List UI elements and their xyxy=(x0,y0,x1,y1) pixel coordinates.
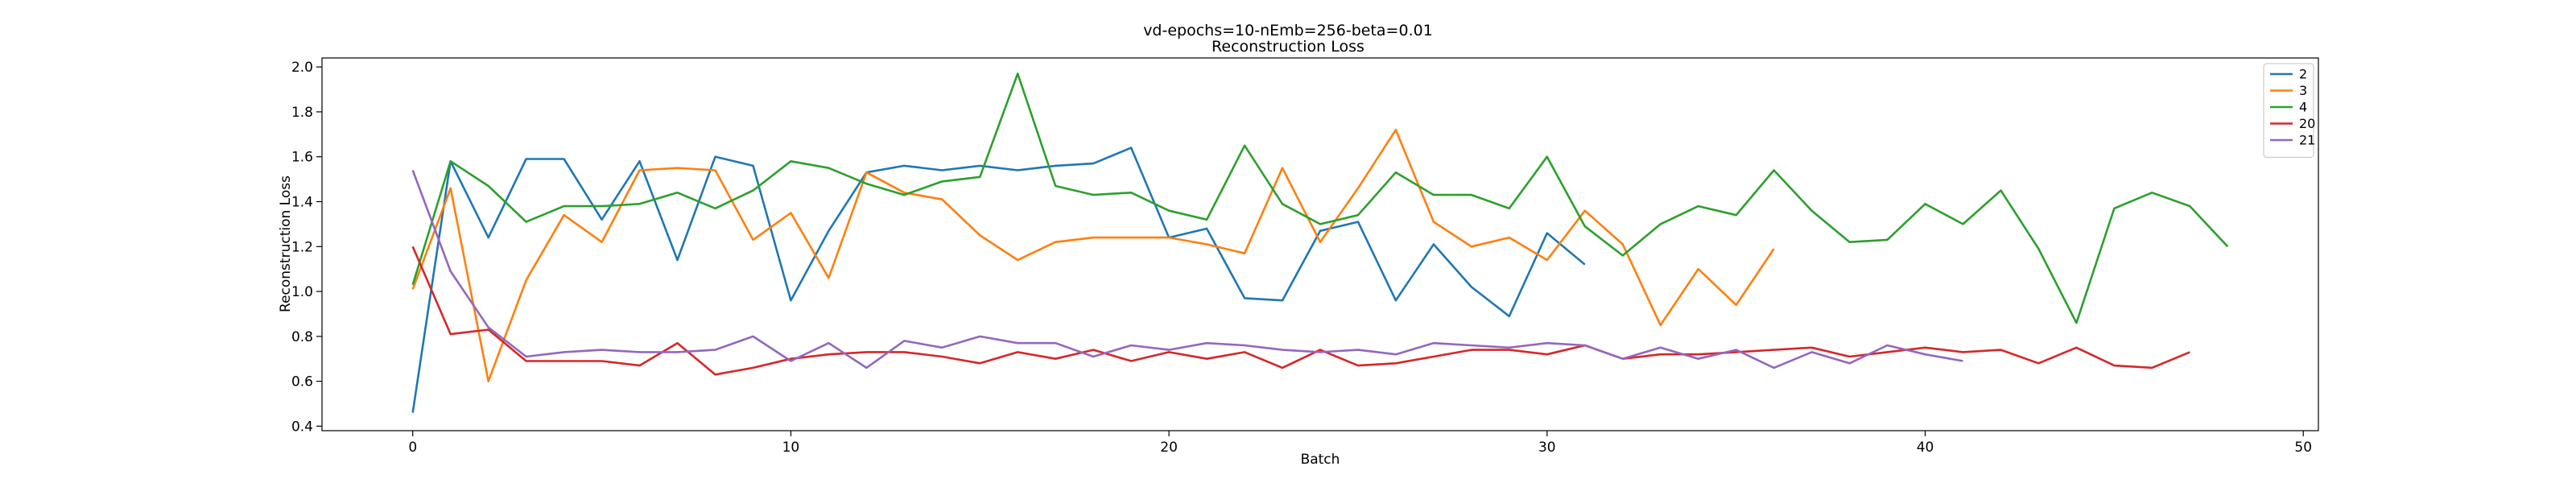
series-line-3 xyxy=(411,129,1775,382)
x-tick-label: 20 xyxy=(1160,440,1178,456)
y-tick-label: 0.4 xyxy=(291,419,313,435)
legend-label-3: 3 xyxy=(2299,83,2307,98)
x-axis-title: Batch xyxy=(1301,452,1340,468)
legend-box xyxy=(2263,63,2314,159)
legend-label-4: 4 xyxy=(2299,100,2307,115)
y-tick-label: 0.6 xyxy=(291,374,313,390)
legend: 23 420 21 xyxy=(2263,63,2315,159)
series-line-20 xyxy=(411,246,2190,376)
chart-subtitle: Reconstruction Loss xyxy=(1212,38,1364,56)
legend-label-2: 2 xyxy=(2299,67,2307,82)
legend-label-20: 20 xyxy=(2299,116,2315,131)
x-tick-label: 0 xyxy=(408,440,417,456)
series-line-2 xyxy=(411,147,1586,413)
series-line-21 xyxy=(411,170,1963,369)
y-tick-label: 1.6 xyxy=(291,150,313,166)
y-tick-label: 1.2 xyxy=(291,239,313,255)
y-axis: 0.4 0.6 0.8 1.0 1.2 1.4 1.6 1.8 2.0 xyxy=(291,60,322,435)
series-line-4 xyxy=(411,72,2229,324)
y-tick-label: 1.0 xyxy=(291,284,313,300)
legend-label-21: 21 xyxy=(2299,133,2315,148)
y-tick-label: 1.8 xyxy=(291,105,313,121)
chart-title: vd-epochs=10-nEmb=256-beta=0.01 xyxy=(1143,22,1433,39)
x-tick-label: 50 xyxy=(2294,440,2312,456)
y-axis-title: Reconstruction Loss xyxy=(278,175,294,312)
x-tick-label: 10 xyxy=(782,440,800,456)
x-axis: 0 10 20 30 40 50 xyxy=(408,431,2312,456)
y-tick-label: 2.0 xyxy=(291,60,313,76)
x-tick-label: 40 xyxy=(1917,440,1934,456)
x-tick-label: 30 xyxy=(1538,440,1556,456)
plot-frame xyxy=(321,57,2319,431)
y-tick-label: 1.4 xyxy=(291,195,313,211)
series-layer xyxy=(411,72,2229,413)
y-tick-label: 0.8 xyxy=(291,329,313,345)
